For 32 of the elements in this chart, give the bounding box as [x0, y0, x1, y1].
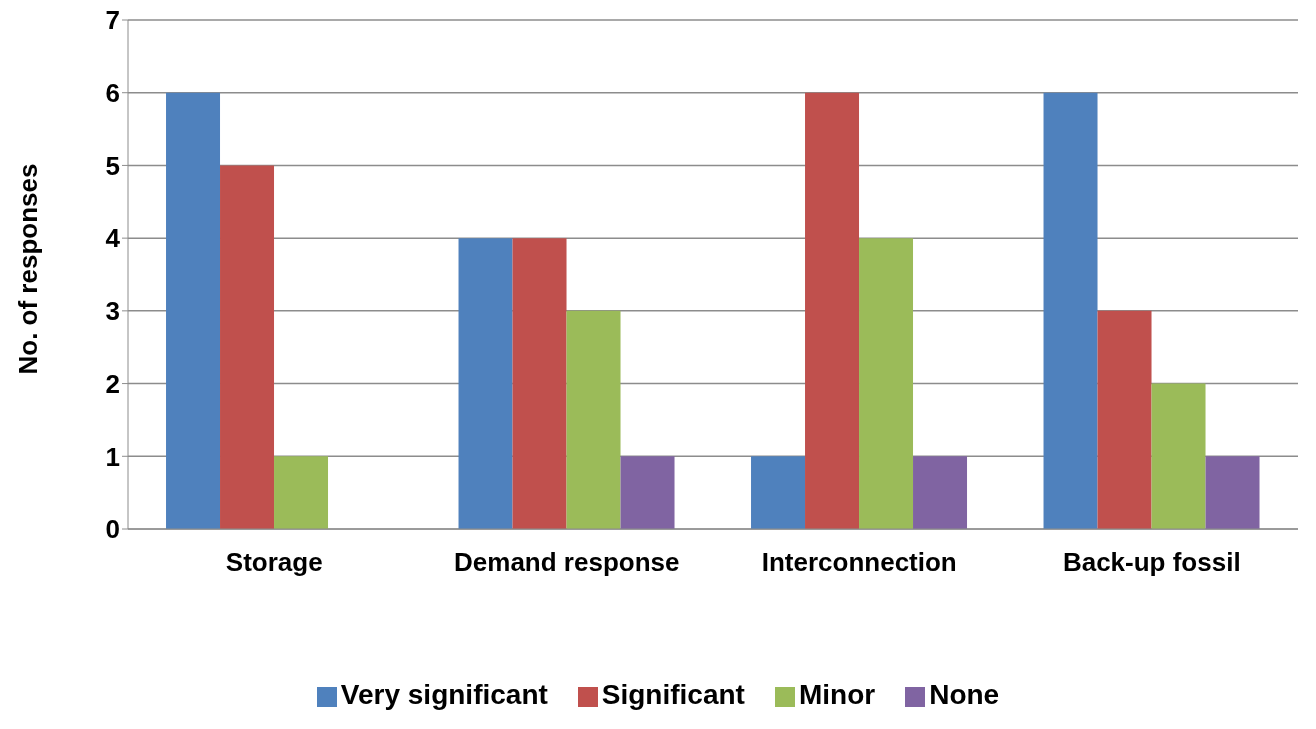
- legend-label: Minor: [798, 679, 876, 710]
- y-tick-label: 1: [105, 441, 120, 472]
- bar: [274, 456, 329, 529]
- bar: [1151, 383, 1206, 529]
- y-axis-title: No. of responses: [13, 163, 44, 375]
- y-tick-label: 6: [105, 77, 120, 108]
- bar: [220, 165, 275, 529]
- bar: [859, 238, 914, 529]
- bar: [751, 456, 806, 529]
- bar: [913, 456, 968, 529]
- y-tick-label: 7: [105, 5, 120, 36]
- bar: [805, 92, 860, 529]
- x-tick-label: Demand response: [454, 547, 680, 578]
- legend-label: Significant: [601, 679, 745, 710]
- y-tick-label: 0: [105, 514, 120, 545]
- legend-label: None: [929, 679, 1000, 710]
- x-tick-label: Storage: [225, 547, 323, 578]
- x-tick-label: Back-up fossil: [1062, 547, 1241, 578]
- y-tick-label: 4: [105, 223, 121, 254]
- bar: [1097, 310, 1152, 529]
- y-tick-label: 3: [105, 296, 120, 327]
- bar: [512, 238, 567, 529]
- y-tick-label: 5: [105, 150, 120, 181]
- bar: [566, 310, 621, 529]
- bar: [1043, 92, 1098, 529]
- bar: [458, 238, 513, 529]
- x-tick-label: Interconnection: [761, 547, 957, 578]
- bar: [166, 92, 221, 529]
- bar: [1205, 456, 1260, 529]
- legend-label: Very significant: [340, 679, 548, 710]
- bar: [620, 456, 675, 529]
- y-tick-label: 2: [105, 368, 120, 399]
